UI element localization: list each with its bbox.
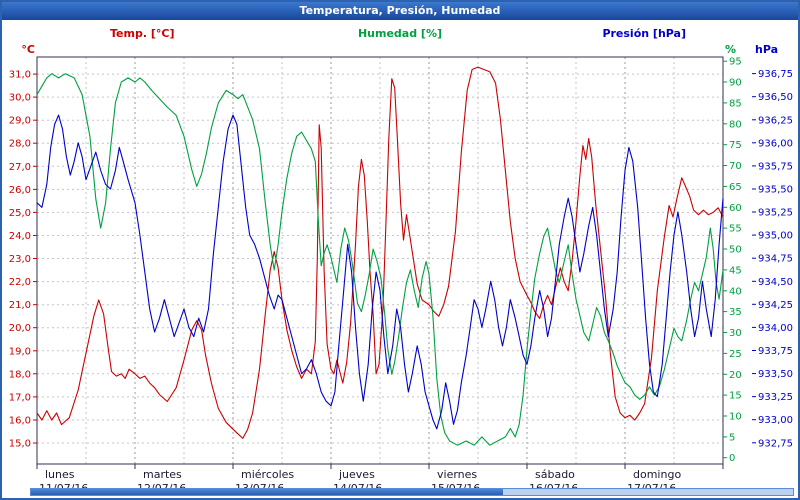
svg-text:55: 55: [729, 224, 742, 235]
svg-text:933,75: 933,75: [758, 346, 793, 357]
svg-text:75: 75: [729, 140, 742, 151]
svg-text:85: 85: [729, 98, 742, 109]
svg-text:95: 95: [729, 57, 742, 68]
legend-humidity: Humedad [%]: [357, 27, 443, 40]
chart-gridlines: [37, 57, 723, 464]
pressure-axis-unit: hPa: [755, 43, 778, 56]
svg-text:934,75: 934,75: [758, 254, 793, 265]
svg-text:20,0: 20,0: [9, 323, 31, 334]
legend-temperature: Temp. [°C]: [110, 27, 175, 40]
svg-text:934,50: 934,50: [758, 277, 793, 288]
svg-text:932,75: 932,75: [758, 438, 793, 449]
temp-axis-unit: °C: [21, 43, 35, 56]
chart-series-lines: [36, 66, 724, 446]
svg-text:23,0: 23,0: [9, 254, 31, 265]
svg-text:935,25: 935,25: [758, 208, 793, 219]
svg-text:27,0: 27,0: [9, 162, 31, 173]
svg-text:936,00: 936,00: [758, 138, 793, 149]
svg-text:martes: martes: [143, 468, 182, 481]
svg-text:20: 20: [729, 370, 742, 381]
svg-text:80: 80: [729, 119, 742, 130]
svg-text:lunes: lunes: [45, 468, 75, 481]
svg-text:5: 5: [729, 432, 735, 443]
svg-text:30: 30: [729, 328, 742, 339]
svg-text:domingo: domingo: [633, 468, 681, 481]
weather-chart: °C % hPa 31,0 30,0 29,0 28,0 27,0 26,0 25,0 24,…: [9, 43, 793, 495]
svg-text:19,0: 19,0: [9, 346, 31, 357]
svg-text:16,0: 16,0: [9, 416, 31, 427]
svg-text:90: 90: [729, 78, 742, 89]
svg-text:60: 60: [729, 203, 742, 214]
svg-text:935,00: 935,00: [758, 231, 793, 242]
svg-text:jueves: jueves: [338, 468, 375, 481]
y-axis-tick-labels: 31,0 30,0 29,0 28,0 27,0 26,0 25,0 24,0 23,0 22,0…: [9, 57, 793, 465]
svg-text:0: 0: [729, 453, 735, 464]
svg-text:18,0: 18,0: [9, 369, 31, 380]
svg-text:sábado: sábado: [535, 468, 575, 481]
scrollbar-thumb[interactable]: [31, 489, 504, 495]
svg-text:935,75: 935,75: [758, 161, 793, 172]
svg-text:24,0: 24,0: [9, 231, 31, 242]
svg-text:45: 45: [729, 265, 742, 276]
svg-text:936,50: 936,50: [758, 92, 793, 103]
svg-text:25,0: 25,0: [9, 208, 31, 219]
svg-text:miércoles: miércoles: [241, 468, 294, 481]
svg-text:935,50: 935,50: [758, 185, 793, 196]
svg-text:15,0: 15,0: [9, 439, 31, 450]
svg-text:22,0: 22,0: [9, 277, 31, 288]
svg-text:21,0: 21,0: [9, 300, 31, 311]
svg-text:25: 25: [729, 349, 742, 360]
chart-legend: Temp. [°C] Humedad [%] Presión [hPa]: [2, 27, 798, 41]
chart-plot-frame: [36, 56, 724, 465]
svg-text:17,0: 17,0: [9, 392, 31, 403]
svg-text:934,25: 934,25: [758, 300, 793, 311]
horizontal-scrollbar[interactable]: [30, 488, 794, 496]
svg-text:70: 70: [729, 161, 742, 172]
svg-text:933,25: 933,25: [758, 392, 793, 403]
svg-text:30,0: 30,0: [9, 93, 31, 104]
svg-text:10: 10: [729, 412, 742, 423]
svg-text:50: 50: [729, 245, 742, 256]
svg-text:26,0: 26,0: [9, 185, 31, 196]
svg-text:65: 65: [729, 182, 742, 193]
svg-text:viernes: viernes: [437, 468, 477, 481]
svg-text:934,00: 934,00: [758, 323, 793, 334]
svg-text:936,75: 936,75: [758, 69, 793, 80]
svg-text:35: 35: [729, 307, 742, 318]
window-title: Temperatura, Presión, Humedad: [299, 4, 501, 17]
svg-text:933,50: 933,50: [758, 369, 793, 380]
svg-text:31,0: 31,0: [9, 70, 31, 81]
svg-text:40: 40: [729, 286, 742, 297]
legend-pressure: Presión [hPa]: [602, 27, 686, 40]
window-titlebar: Temperatura, Presión, Humedad: [2, 2, 798, 20]
svg-text:936,25: 936,25: [758, 115, 793, 126]
svg-text:28,0: 28,0: [9, 139, 31, 150]
svg-text:933,00: 933,00: [758, 415, 793, 426]
svg-text:29,0: 29,0: [9, 116, 31, 127]
svg-text:15: 15: [729, 391, 742, 402]
humidity-axis-unit: %: [725, 43, 736, 56]
